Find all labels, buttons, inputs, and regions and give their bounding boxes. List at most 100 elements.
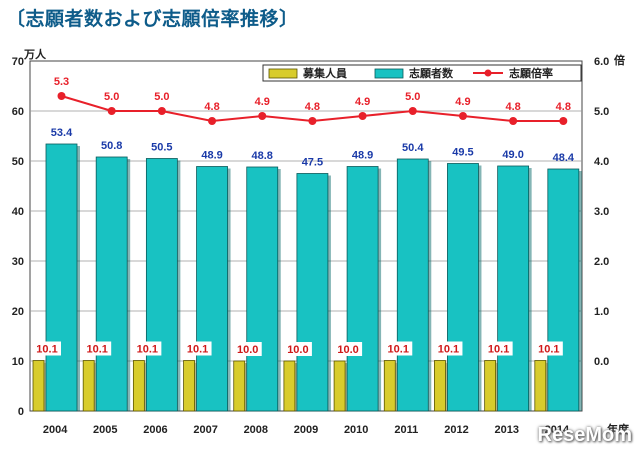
bar-applicants <box>396 158 429 412</box>
point-ratio <box>509 117 518 125</box>
left-tick-label: 30 <box>12 256 24 268</box>
bar-applicants <box>45 143 78 412</box>
bar-applicants <box>145 158 178 412</box>
bar-recruitment <box>283 360 296 412</box>
data-label-applicants: 49.5 <box>452 147 473 159</box>
point-ratio <box>458 112 467 120</box>
x-tick-label: 2010 <box>344 424 368 436</box>
point-ratio <box>358 112 367 120</box>
bar-applicants <box>296 173 329 412</box>
data-label-ratio: 4.8 <box>505 101 520 113</box>
data-label-ratio: 5.3 <box>54 76 69 88</box>
data-label-recruitment: 10.0 <box>337 344 358 356</box>
data-label-recruitment: 10.1 <box>438 344 459 356</box>
point-ratio <box>57 92 66 100</box>
data-label-bg <box>484 341 513 356</box>
data-label-applicants: 48.8 <box>252 150 273 162</box>
x-tick-label: 2009 <box>294 424 318 436</box>
bar-applicants <box>95 156 128 412</box>
data-label-bg <box>83 341 112 356</box>
watermark-logo: ReseMom <box>537 424 632 446</box>
legend-box <box>262 64 582 82</box>
data-label-ratio: 4.9 <box>355 96 370 108</box>
data-label-ratio: 4.8 <box>556 101 571 113</box>
x-tick-label: 2004 <box>43 424 68 436</box>
data-label-bg <box>334 342 363 356</box>
data-label-recruitment: 10.1 <box>187 344 208 356</box>
bar-applicants <box>346 166 379 412</box>
bar-recruitment <box>32 360 45 412</box>
x-tick-label: 2014 <box>545 424 570 436</box>
x-tick-label: 2005 <box>93 424 117 436</box>
left-tick-label: 20 <box>12 306 24 318</box>
bar-applicants <box>497 165 530 412</box>
data-label-recruitment: 10.1 <box>538 344 559 356</box>
data-label-bg <box>283 342 312 356</box>
data-label-applicants: 47.5 <box>302 157 323 169</box>
right-tick-label: 4.0 <box>594 156 609 168</box>
point-ratio <box>559 117 568 125</box>
x-tick-label: 2012 <box>444 424 468 436</box>
x-tick-label: 2006 <box>143 424 167 436</box>
data-label-applicants: 50.4 <box>402 142 424 154</box>
bar-recruitment <box>233 360 246 412</box>
left-tick-label: 50 <box>12 156 24 168</box>
data-label-bg <box>434 341 463 356</box>
data-label-bg <box>233 342 262 356</box>
x-tick-label: 2011 <box>394 424 418 436</box>
data-label-applicants: 48.4 <box>553 152 575 164</box>
data-label-recruitment: 10.1 <box>137 344 158 356</box>
data-label-ratio: 4.9 <box>455 96 470 108</box>
legend-label-applicants: 志願者数 <box>409 66 454 80</box>
legend-swatch-recruitment <box>268 68 298 79</box>
point-ratio <box>308 117 317 125</box>
data-label-applicants: 48.9 <box>352 150 373 162</box>
bar-recruitment <box>434 360 446 412</box>
data-label-applicants: 48.9 <box>201 150 222 162</box>
data-label-ratio: 4.8 <box>305 101 320 113</box>
data-label-applicants: 53.4 <box>51 127 73 139</box>
data-label-recruitment: 10.0 <box>237 344 258 356</box>
data-label-recruitment: 10.1 <box>488 344 509 356</box>
right-tick-label: 2.0 <box>594 256 609 268</box>
data-label-recruitment: 10.1 <box>36 344 57 356</box>
data-label-ratio: 5.0 <box>104 91 119 103</box>
x-tick-label: 2013 <box>494 424 518 436</box>
bar-recruitment <box>132 360 145 412</box>
chart-title: 〔志願者数および志願倍率推移〕 <box>6 8 299 30</box>
point-ratio <box>258 112 267 120</box>
bar-applicants <box>246 166 279 412</box>
data-label-bg <box>534 341 563 356</box>
data-label-bg <box>384 341 413 356</box>
right-tick-label: 1.0 <box>594 306 609 318</box>
data-label-ratio: 4.8 <box>204 101 219 113</box>
left-axis-unit: 万人 <box>23 47 47 61</box>
x-tick-label: 2008 <box>244 424 268 436</box>
data-label-recruitment: 10.1 <box>388 344 409 356</box>
legend-label-recruitment: 募集人員 <box>302 66 347 80</box>
right-tick-label: 5.0 <box>594 106 609 118</box>
left-tick-label: 60 <box>12 106 24 118</box>
data-label-recruitment: 10.0 <box>287 344 308 356</box>
x-tick-label: 2007 <box>193 424 217 436</box>
bar-applicants <box>447 163 479 412</box>
left-tick-label: 70 <box>12 56 24 68</box>
bar-recruitment <box>333 360 346 412</box>
point-ratio <box>408 107 417 115</box>
bar-applicants <box>547 168 580 412</box>
data-label-applicants: 49.0 <box>502 149 523 161</box>
left-tick-label: 10 <box>12 356 24 368</box>
bar-applicants <box>196 166 228 412</box>
legend-swatch-applicants <box>374 68 404 79</box>
point-ratio <box>107 107 116 115</box>
data-label-ratio: 5.0 <box>405 91 420 103</box>
right-axis-unit: 倍 <box>614 53 625 67</box>
data-label-recruitment: 10.1 <box>86 344 107 356</box>
data-label-applicants: 50.5 <box>151 142 172 154</box>
point-ratio <box>157 107 166 115</box>
legend-label-ratio: 志願倍率 <box>509 66 553 80</box>
bar-recruitment <box>183 360 195 412</box>
right-tick-label: 6.0 <box>594 56 609 68</box>
bar-recruitment <box>534 360 547 412</box>
